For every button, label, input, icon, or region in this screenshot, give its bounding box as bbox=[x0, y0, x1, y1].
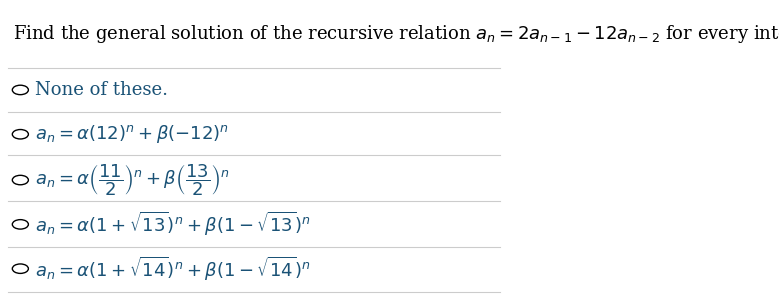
Text: None of these.: None of these. bbox=[35, 81, 168, 99]
Text: $a_n = \alpha(1 + \sqrt{13})^n + \beta(1 - \sqrt{13})^n$: $a_n = \alpha(1 + \sqrt{13})^n + \beta(1… bbox=[35, 210, 312, 238]
Text: $a_n = \alpha(12)^n + \beta(-12)^n$: $a_n = \alpha(12)^n + \beta(-12)^n$ bbox=[35, 123, 230, 145]
Text: $a_n = \alpha\left(\dfrac{11}{2}\right)^n + \beta\left(\dfrac{13}{2}\right)^n$: $a_n = \alpha\left(\dfrac{11}{2}\right)^… bbox=[35, 162, 230, 198]
Text: $a_n = \alpha(1 + \sqrt{14})^n + \beta(1 - \sqrt{14})^n$: $a_n = \alpha(1 + \sqrt{14})^n + \beta(1… bbox=[35, 255, 312, 283]
Text: Find the general solution of the recursive relation $a_n = 2a_{n-1} - 12a_{n-2}$: Find the general solution of the recursi… bbox=[12, 23, 779, 45]
